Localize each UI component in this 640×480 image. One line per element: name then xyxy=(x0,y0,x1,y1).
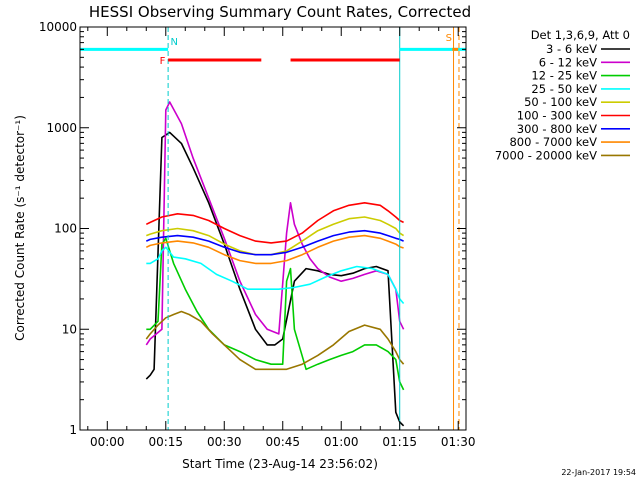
y-tick-label-2: 100 xyxy=(54,222,77,236)
footer-timestamp: 22-Jan-2017 19:54 xyxy=(561,468,636,477)
x-tick-label-3: 00:45 xyxy=(265,435,300,449)
flag-annotation-s: S xyxy=(446,33,452,44)
legend-label-4: 50 - 100 keV xyxy=(524,95,597,109)
x-tick-label-1: 00:15 xyxy=(148,435,183,449)
legend-label-2: 12 - 25 keV xyxy=(531,69,597,83)
series-line-8 xyxy=(145,310,405,371)
series-line-3 xyxy=(146,246,405,305)
x-tick-label-5: 01:15 xyxy=(382,435,417,449)
x-axis-label: Start Time (23-Aug-14 23:56:02) xyxy=(182,457,378,471)
y-tick-label-3: 1000 xyxy=(46,121,77,135)
x-tick-label-6: 01:30 xyxy=(441,435,476,449)
x-tick-label-4: 01:00 xyxy=(324,435,359,449)
x-tick-label-0: 00:00 xyxy=(90,435,125,449)
plot-content: NF S xyxy=(80,27,466,430)
series-line-4 xyxy=(146,216,405,256)
y-tick-label-0: 1 xyxy=(69,423,77,437)
legend-label-1: 6 - 12 keV xyxy=(539,55,597,69)
flag-annotation-f: F xyxy=(160,56,166,67)
series-line-0 xyxy=(145,131,405,427)
series-line-7 xyxy=(145,234,404,265)
legend-label-7: 800 - 7000 keV xyxy=(509,135,597,149)
series-line-1 xyxy=(145,101,405,346)
axes: 00:00 00:15 00:30 00:45 01:00 01:15 01:30 1 10 10… xyxy=(39,20,476,449)
x-tick-label-2: 00:30 xyxy=(207,435,242,449)
flag-annotation-n: N xyxy=(170,37,177,48)
series-line-5 xyxy=(145,202,404,244)
legend-label-0: 3 - 6 keV xyxy=(546,42,597,56)
y-tick-label-1: 10 xyxy=(62,322,77,336)
series-line-2 xyxy=(146,237,405,391)
legend-label-6: 300 - 800 keV xyxy=(517,122,597,136)
y-tick-label-4: 10000 xyxy=(39,20,77,34)
y-axis-label: Corrected Count Rate (s⁻¹ detector⁻¹) xyxy=(13,115,27,341)
chart-title: HESSI Observing Summary Count Rates, Cor… xyxy=(89,3,471,21)
series-line-6 xyxy=(145,229,404,256)
legend-header: Det 1,3,6,9, Att 0 xyxy=(531,28,630,42)
legend-label-5: 100 - 300 keV xyxy=(517,109,597,123)
legend-label-8: 7000 - 20000 keV xyxy=(495,148,597,162)
legend-label-3: 25 - 50 keV xyxy=(531,82,597,96)
